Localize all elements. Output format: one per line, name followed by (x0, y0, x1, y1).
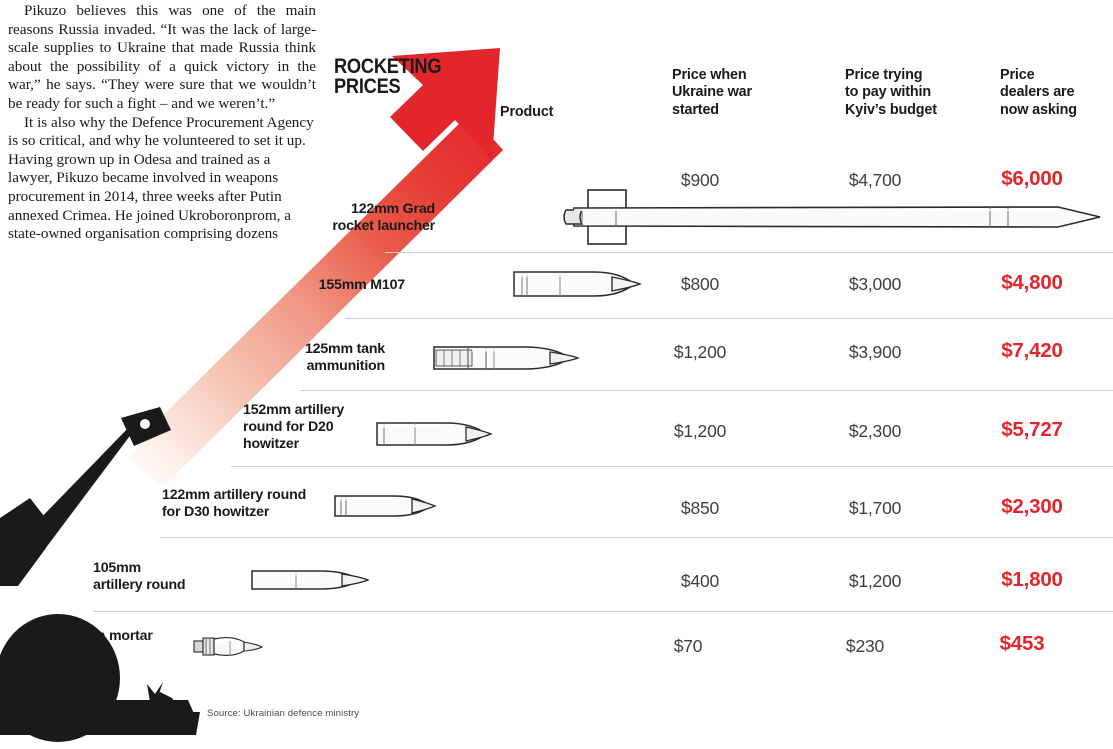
artillery-shell-icon (376, 422, 493, 446)
product-label-line: 105mm (93, 560, 141, 576)
graphic-title-line2: PRICES (334, 75, 401, 98)
row-separator (345, 318, 1113, 319)
mortar-bomb-icon (193, 636, 264, 657)
graphic-title-line1: ROCKETING (334, 55, 442, 78)
product-label: 125mm tank ammunition (255, 341, 385, 375)
product-label: 82mm mortar (65, 628, 195, 645)
price-dealers: $1,800 (1001, 568, 1063, 591)
price-budget: $3,000 (848, 274, 902, 294)
header-line: now asking (1000, 101, 1077, 118)
product-label: 105mm artillery round (93, 560, 233, 594)
price-dealers: $7,420 (1001, 339, 1063, 362)
header-line: Price trying (845, 67, 923, 83)
row-separator (160, 537, 1113, 538)
price-budget: $4,700 (848, 170, 902, 190)
price-war-start: $900 (680, 170, 720, 190)
row-separator (300, 390, 1113, 391)
price-war-start: $1,200 (673, 421, 727, 441)
price-war-start: $850 (680, 498, 720, 518)
price-war-start: $400 (680, 571, 720, 591)
column-header-price-war-start: Price when Ukraine war started (672, 67, 822, 119)
column-header-price-dealers: Price dealers are now asking (1000, 67, 1110, 119)
price-budget: $3,900 (848, 342, 902, 362)
price-war-start: $800 (680, 274, 720, 294)
column-header-product: Product (500, 104, 554, 120)
header-line: to pay within (845, 84, 931, 101)
rocketing-arrow-icon (128, 48, 503, 487)
product-label: 122mm artillery round for D30 howitzer (162, 487, 327, 521)
row-separator (385, 252, 1113, 253)
price-dealers: $6,000 (1001, 167, 1063, 190)
price-dealers: $2,300 (1001, 495, 1063, 518)
price-war-start: $1,200 (673, 342, 727, 362)
product-label-line: 155mm M107 (318, 277, 406, 293)
header-line: dealers are (1000, 84, 1075, 101)
product-label-line: ammunition (306, 358, 386, 375)
article-paragraph: It is also why the Defence Procurement A… (8, 113, 314, 243)
header-line: Price (1000, 67, 1035, 83)
product-label: 122mm Grad rocket launcher (330, 201, 435, 235)
price-budget: $1,200 (848, 571, 902, 591)
artillery-shell-icon (334, 495, 437, 517)
graphic-title: ROCKETING PRICES (334, 55, 442, 98)
product-label-line: 122mm artillery round (162, 487, 307, 503)
header-line: Price when (672, 67, 747, 83)
product-label-line: howitzer (243, 436, 299, 453)
row-separator (93, 611, 1113, 612)
header-line: Kyiv’s budget (845, 101, 937, 118)
product-label-line: round for D20 (243, 419, 334, 436)
price-budget: $2,300 (848, 421, 902, 441)
header-line: started (672, 101, 719, 118)
product-label-line: 152mm artillery (243, 402, 345, 418)
header-line: Ukraine war (672, 84, 752, 101)
product-label-line: for D30 howitzer (162, 504, 270, 521)
price-budget: $1,700 (848, 498, 902, 518)
product-label-line: 82mm mortar (65, 628, 153, 644)
grad-rocket-icon (563, 189, 1101, 245)
product-label: 155mm M107 (300, 277, 406, 294)
product-label-line: rocket launcher (332, 218, 435, 235)
price-war-start: $70 (673, 636, 703, 656)
price-dealers: $4,800 (1001, 271, 1063, 294)
price-budget: $230 (845, 636, 885, 656)
product-label: 152mm artillery round for D20 howitzer (243, 402, 378, 454)
product-label-line: 122mm Grad (351, 201, 435, 217)
row-separator (231, 466, 1113, 467)
tank-round-icon (433, 346, 580, 370)
product-label-line: 125mm tank (304, 341, 385, 357)
howitzer-silhouette-icon (0, 407, 200, 742)
article-text: Pikuzo believes this was one of the main… (8, 2, 316, 244)
source-credit: Source: Ukrainian defence ministry (207, 708, 360, 719)
artillery-shell-icon (513, 271, 642, 297)
artillery-shell-icon (251, 570, 370, 590)
article-paragraph: Pikuzo believes this was one of the main… (8, 2, 316, 112)
price-dealers: $453 (999, 632, 1045, 655)
price-dealers: $5,727 (1001, 418, 1063, 441)
column-header-price-budget: Price trying to pay within Kyiv’s budget (845, 67, 995, 119)
product-label-line: artillery round (93, 577, 186, 594)
